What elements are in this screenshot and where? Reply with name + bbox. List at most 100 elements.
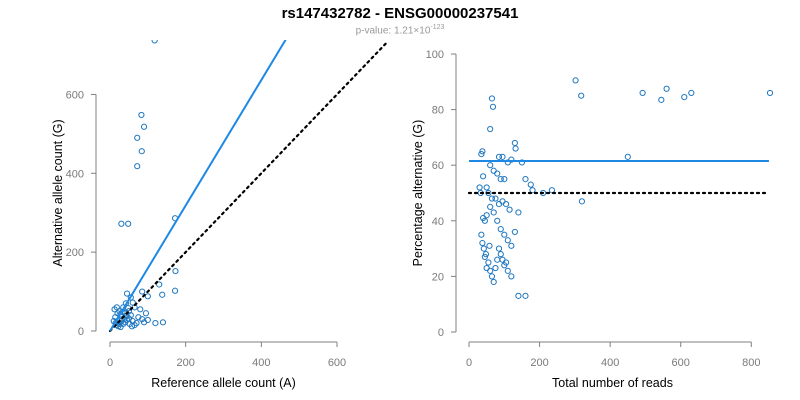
data-point (485, 189, 492, 197)
data-point (529, 187, 536, 194)
data-point (502, 259, 510, 266)
data-point (504, 237, 511, 244)
data-point (488, 273, 496, 280)
data-point (578, 198, 586, 205)
data-point (123, 290, 131, 297)
y-tick-label: 20 (432, 271, 444, 283)
x-tick-label: 200 (176, 357, 194, 369)
data-point (495, 201, 503, 208)
data-point (515, 209, 522, 216)
data-point (137, 306, 144, 313)
data-point (501, 176, 508, 183)
x-tick-label: 400 (252, 357, 270, 369)
data-point (495, 153, 503, 160)
data-point (140, 123, 148, 130)
data-point (139, 288, 146, 295)
p-value-subtitle: p-value: 1.21×10-123 (0, 24, 800, 36)
data-point (479, 148, 486, 155)
data-point (494, 256, 501, 263)
data-point (479, 239, 486, 247)
y-axis-label-1: Alternative allele count (G) (51, 119, 65, 266)
data-point (481, 217, 488, 224)
data-point (127, 312, 134, 319)
data-point (624, 153, 631, 160)
data-point (487, 125, 494, 133)
data-point (144, 316, 151, 324)
data-point (478, 231, 485, 238)
data-point (488, 195, 496, 202)
x-tick-label: 0 (107, 357, 113, 369)
data-point (497, 226, 504, 233)
y-tick-label: 0 (78, 326, 84, 338)
data-point (483, 212, 490, 219)
data-point (485, 259, 492, 266)
data-point (134, 163, 141, 170)
y-tick-label: 200 (66, 247, 84, 259)
data-point (508, 156, 515, 163)
x-tick-label: 0 (466, 357, 472, 369)
data-point (159, 319, 167, 326)
y-tick-label: 0 (438, 327, 444, 339)
x-axis-label-2: Total number of reads (552, 376, 673, 390)
data-point (499, 198, 506, 205)
data-point (151, 40, 158, 44)
data-point (492, 264, 499, 272)
data-point (139, 316, 146, 323)
data-point (499, 256, 506, 263)
data-point (497, 251, 504, 258)
x-tick-label: 800 (742, 357, 760, 369)
x-axis-label-1: Reference allele count (A) (151, 376, 296, 390)
data-point (490, 167, 497, 174)
y-tick-label: 400 (66, 168, 84, 180)
data-point (487, 203, 494, 210)
data-point (639, 89, 646, 97)
data-point (494, 217, 501, 224)
data-point (480, 173, 487, 180)
data-point (478, 150, 485, 158)
data-point (172, 267, 179, 275)
page-title: rs147432782 - ENSG00000237541 (281, 5, 519, 22)
data-point (506, 206, 513, 213)
data-point (134, 134, 141, 141)
x-tick-label: 400 (601, 357, 619, 369)
data-point (522, 292, 529, 299)
y-tick-label: 100 (426, 49, 444, 61)
data-point (497, 176, 504, 183)
reference-line-1 (108, 40, 390, 333)
y-axis-label-2: Percentage alternative (G) (411, 120, 425, 267)
data-point (483, 184, 490, 191)
data-point (156, 281, 163, 288)
data-point (142, 310, 150, 317)
x-tick-label: 600 (328, 357, 346, 369)
data-point (578, 92, 585, 99)
data-point (508, 242, 515, 249)
data-point (515, 292, 522, 299)
data-point (766, 89, 774, 97)
data-point (138, 111, 145, 119)
data-point (502, 201, 510, 208)
fit-line-1 (109, 40, 287, 332)
x-tick-label: 200 (530, 357, 548, 369)
data-point (488, 95, 496, 102)
data-point (125, 220, 132, 227)
data-point (490, 278, 497, 286)
data-point (480, 245, 487, 252)
data-point (131, 321, 138, 329)
data-point (495, 245, 503, 252)
data-point (658, 96, 665, 103)
data-point (490, 209, 497, 216)
data-point (494, 170, 501, 177)
data-point (483, 264, 490, 272)
y-tick-label: 60 (432, 160, 444, 172)
data-point (487, 162, 494, 169)
data-point (501, 231, 508, 238)
data-point (681, 93, 688, 101)
data-point (159, 291, 166, 298)
y-tick-label: 600 (66, 89, 84, 101)
y-tick-label: 80 (432, 105, 444, 117)
data-point (476, 184, 483, 191)
data-point (482, 251, 490, 258)
data-point (171, 287, 179, 294)
y-tick-label: 40 (432, 216, 444, 228)
